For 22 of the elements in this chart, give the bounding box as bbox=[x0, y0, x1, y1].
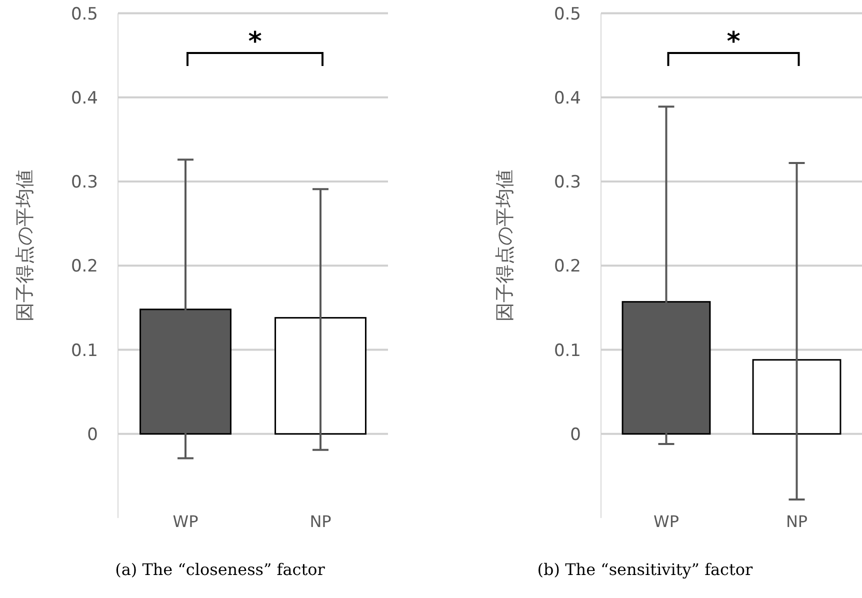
y-tick-label: 0.4 bbox=[554, 88, 581, 108]
y-tick-label: 0.1 bbox=[554, 340, 581, 361]
x-tick-label: WP bbox=[172, 512, 199, 531]
y-tick-label: 0.2 bbox=[70, 256, 98, 277]
y-tick-label: 0 bbox=[570, 424, 581, 445]
y-tick-label: 0.2 bbox=[554, 256, 581, 277]
y-axis-title: 因子得点の平均値 bbox=[494, 170, 516, 322]
y-tick-label: 0.3 bbox=[554, 172, 581, 193]
x-tick-label: NP bbox=[786, 512, 808, 531]
x-tick-label: WP bbox=[654, 512, 680, 531]
text: (a) The “closeness” factor bbox=[115, 560, 326, 579]
y-tick-label: 0.3 bbox=[70, 172, 98, 193]
y-tick-label: 0.1 bbox=[70, 340, 98, 361]
annotation: * bbox=[248, 27, 262, 57]
y-tick-label: 0.5 bbox=[554, 4, 581, 24]
y-tick-label: 0.4 bbox=[70, 88, 98, 108]
y-axis-title: 因子得点の平均値 bbox=[14, 170, 36, 322]
y-tick-label: 0.5 bbox=[70, 4, 98, 24]
annotation: * bbox=[726, 27, 741, 57]
y-tick-label: 0 bbox=[87, 424, 98, 445]
x-tick-label: NP bbox=[310, 512, 332, 531]
text: (b) The “sensitivity” factor bbox=[537, 560, 754, 579]
